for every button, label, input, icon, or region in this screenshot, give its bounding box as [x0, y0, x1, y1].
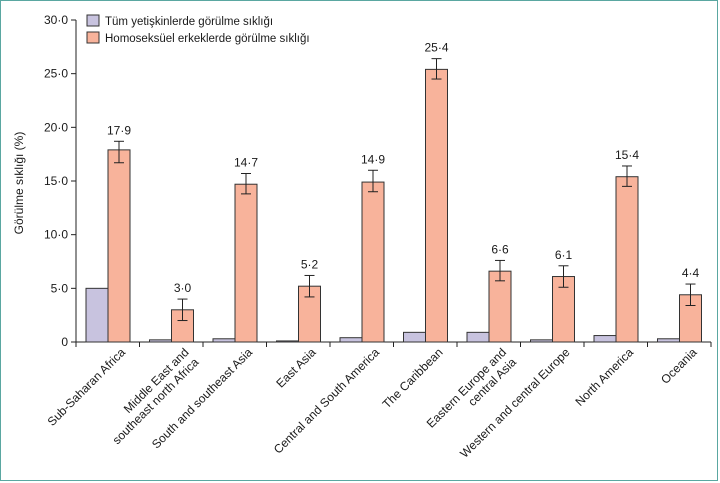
data-label: 14·7: [234, 155, 258, 169]
x-category-label: Sub-Saharan Africa: [45, 345, 129, 429]
legend-swatch-all-adults: [86, 14, 100, 27]
y-tick-label: 20·0: [44, 120, 68, 134]
bar-all-adults: [339, 337, 363, 343]
y-tick-label: 15·0: [44, 174, 68, 188]
x-category-label-line: The Caribbean: [380, 345, 446, 411]
bar-all-adults: [593, 335, 617, 343]
legend-label-msm: Homoseksüel erkeklerde görülme sıklığı: [105, 33, 310, 45]
y-axis-label: Görülme sıklığı (%): [12, 132, 26, 235]
x-category-label-line: East Asia: [273, 345, 319, 391]
x-category-label: North America: [572, 345, 636, 409]
bar-msm: [234, 183, 258, 343]
bar-msm: [615, 176, 639, 343]
bar-all-adults: [403, 331, 426, 343]
legend-label-all-adults: Tüm yetişkinlerde görülme sıklığı: [105, 16, 273, 28]
bar-all-adults: [212, 338, 236, 343]
bar-all-adults: [85, 287, 109, 343]
data-label: 5·2: [301, 257, 319, 271]
data-label: 6·6: [491, 242, 509, 256]
legend-swatch-msm: [86, 31, 100, 44]
bar-msm: [107, 149, 131, 343]
y-tick-label: 25·0: [44, 67, 68, 81]
data-label: 3·0: [174, 281, 192, 295]
x-category-label: Central and South America: [271, 345, 383, 457]
x-category-label: Oceania: [658, 345, 700, 387]
plot-area: 0 5·0 10·0 15·0 20·0 25·0 30·0 17·9 Sub-Saharan …: [44, 13, 712, 461]
x-category-label-line: Central and South America: [271, 345, 383, 457]
bar-msm: [425, 68, 448, 343]
y-tick-label: 0: [61, 335, 68, 349]
x-category-label-line: North America: [572, 345, 636, 409]
data-label: 14·9: [361, 152, 385, 166]
x-category-label: The Caribbean: [380, 345, 446, 411]
bar-all-adults: [657, 338, 680, 343]
x-category-label-line: Oceania: [658, 345, 700, 387]
bar-all-adults: [149, 339, 172, 343]
data-label: 15·4: [615, 148, 639, 162]
x-category-label: East Asia: [273, 345, 319, 391]
bar-msm: [488, 270, 512, 343]
y-tick-label: 10·0: [44, 228, 68, 242]
data-label: 25·4: [424, 41, 448, 55]
x-category-label-line: southeast north Africa: [110, 355, 202, 447]
bar-all-adults: [276, 340, 299, 343]
data-label: 6·1: [555, 248, 573, 262]
y-tick-label: 30·0: [44, 13, 68, 27]
data-label: 17·9: [107, 123, 131, 137]
data-label: 4·4: [682, 266, 700, 280]
x-category-label-line: Sub-Saharan Africa: [45, 345, 129, 429]
legend: Tüm yetişkinlerde görülme sıklığı Homose…: [86, 14, 310, 45]
bar-all-adults: [466, 331, 490, 343]
bar-all-adults: [530, 339, 553, 343]
y-tick-label: 5·0: [51, 281, 69, 295]
bar-msm: [361, 181, 385, 343]
